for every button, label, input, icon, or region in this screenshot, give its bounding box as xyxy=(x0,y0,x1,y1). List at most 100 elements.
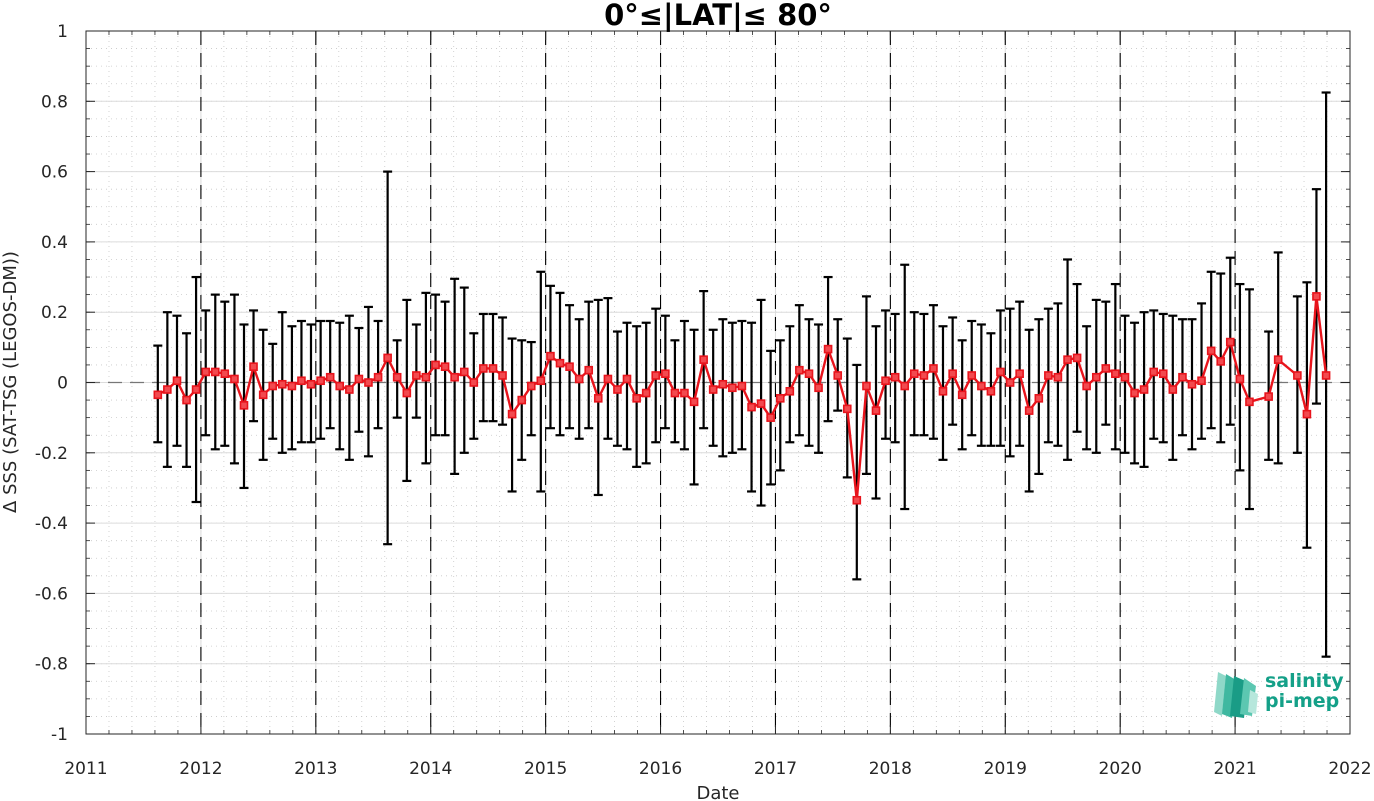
data-point xyxy=(1082,381,1091,391)
x-tick-label: 2016 xyxy=(639,759,682,779)
data-point xyxy=(345,385,354,394)
data-point xyxy=(1187,379,1197,389)
data-point xyxy=(306,379,316,389)
data-point xyxy=(488,364,498,373)
data-point xyxy=(440,362,450,371)
data-point xyxy=(1091,372,1101,382)
data-point xyxy=(335,381,345,391)
data-point xyxy=(862,381,871,391)
data-point xyxy=(1312,292,1321,301)
data-point xyxy=(1044,371,1053,380)
data-point xyxy=(1111,369,1120,379)
data-point xyxy=(890,372,900,382)
data-point xyxy=(402,388,412,398)
data-point xyxy=(737,381,747,391)
data-point xyxy=(392,372,402,382)
data-point xyxy=(948,369,957,379)
data-point xyxy=(1130,388,1139,398)
y-tick-label: -0.8 xyxy=(35,655,68,675)
y-tick-label: 0.8 xyxy=(41,92,68,112)
data-point xyxy=(1158,369,1168,379)
data-point xyxy=(1063,355,1072,364)
y-tick-label: -1 xyxy=(51,725,68,745)
ticks xyxy=(85,30,1351,735)
y-tick-labels: -1 -0.8 -0.6 -0.4 -0.2 0 0.2 0.4 0.6 0.8 1 xyxy=(35,22,68,745)
data-point xyxy=(201,367,211,377)
x-tick-label: 2012 xyxy=(179,759,222,779)
data-point xyxy=(230,374,239,384)
data-point xyxy=(1302,409,1312,419)
data-point xyxy=(239,401,249,410)
data-point xyxy=(191,385,201,394)
data-point xyxy=(507,409,517,419)
y-tick-label: -0.4 xyxy=(35,514,68,534)
data-point xyxy=(1034,394,1044,403)
salinity-pi-mep-logo: salinity pi-mep xyxy=(1214,670,1344,718)
x-tick-label: 2020 xyxy=(1099,759,1142,779)
data-point xyxy=(708,385,718,394)
data-point xyxy=(364,378,373,387)
data-point xyxy=(1178,372,1187,382)
data-point xyxy=(479,364,488,373)
data-point xyxy=(1120,372,1130,382)
data-point xyxy=(613,385,622,394)
x-tick-label: 2015 xyxy=(524,759,567,779)
data-point xyxy=(1024,406,1034,415)
y-axis-label: Δ SSS (SAT-TSG (LEGOS-DM)) xyxy=(0,251,21,513)
x-tick-labels: 2011 2012 2013 2014 2015 2016 2017 2018 2019 2020… xyxy=(64,759,1371,779)
x-tick-label: 2013 xyxy=(294,759,337,779)
data-point xyxy=(1168,385,1178,394)
data-point xyxy=(220,369,230,379)
data-point xyxy=(641,388,651,398)
data-point xyxy=(795,365,804,375)
data-point xyxy=(785,386,795,396)
data-point xyxy=(498,371,507,380)
data-point xyxy=(584,365,594,375)
data-point xyxy=(172,376,182,386)
data-point xyxy=(536,376,546,386)
data-point xyxy=(297,376,306,386)
data-point xyxy=(450,372,459,382)
data-point xyxy=(182,395,191,405)
data-point xyxy=(852,495,862,505)
data-point xyxy=(1293,371,1302,380)
data-point xyxy=(354,374,364,384)
data-point xyxy=(814,383,823,393)
y-tick-label: 0.6 xyxy=(41,163,68,183)
data-point xyxy=(622,374,632,384)
data-point xyxy=(555,358,565,368)
data-point xyxy=(1149,367,1159,377)
data-point xyxy=(1273,355,1283,364)
data-point xyxy=(277,379,287,389)
data-point xyxy=(526,381,536,391)
data-point xyxy=(593,394,603,403)
data-point xyxy=(565,362,574,371)
year-lines xyxy=(200,31,1236,734)
data-point xyxy=(383,353,392,363)
series-group xyxy=(153,292,1331,505)
x-tick-label: 2019 xyxy=(984,759,1027,779)
data-point xyxy=(469,378,479,387)
data-point xyxy=(258,390,268,400)
data-point xyxy=(670,388,680,398)
data-point xyxy=(1321,371,1331,380)
y-tick-label: -0.2 xyxy=(35,444,68,464)
data-point xyxy=(651,371,661,380)
data-point xyxy=(1245,397,1254,407)
data-point xyxy=(153,390,163,400)
data-point xyxy=(996,367,1005,377)
data-point xyxy=(728,383,737,393)
data-point xyxy=(249,362,258,371)
logo-line1: salinity xyxy=(1265,670,1344,692)
data-point xyxy=(325,372,335,382)
data-point xyxy=(938,386,948,396)
data-point xyxy=(373,372,383,382)
data-point xyxy=(747,402,756,412)
data-point xyxy=(517,395,527,405)
data-point xyxy=(699,355,708,364)
x-axis-label: Date xyxy=(696,783,739,801)
data-point xyxy=(756,399,766,408)
data-point xyxy=(287,381,297,391)
data-point xyxy=(316,376,325,386)
